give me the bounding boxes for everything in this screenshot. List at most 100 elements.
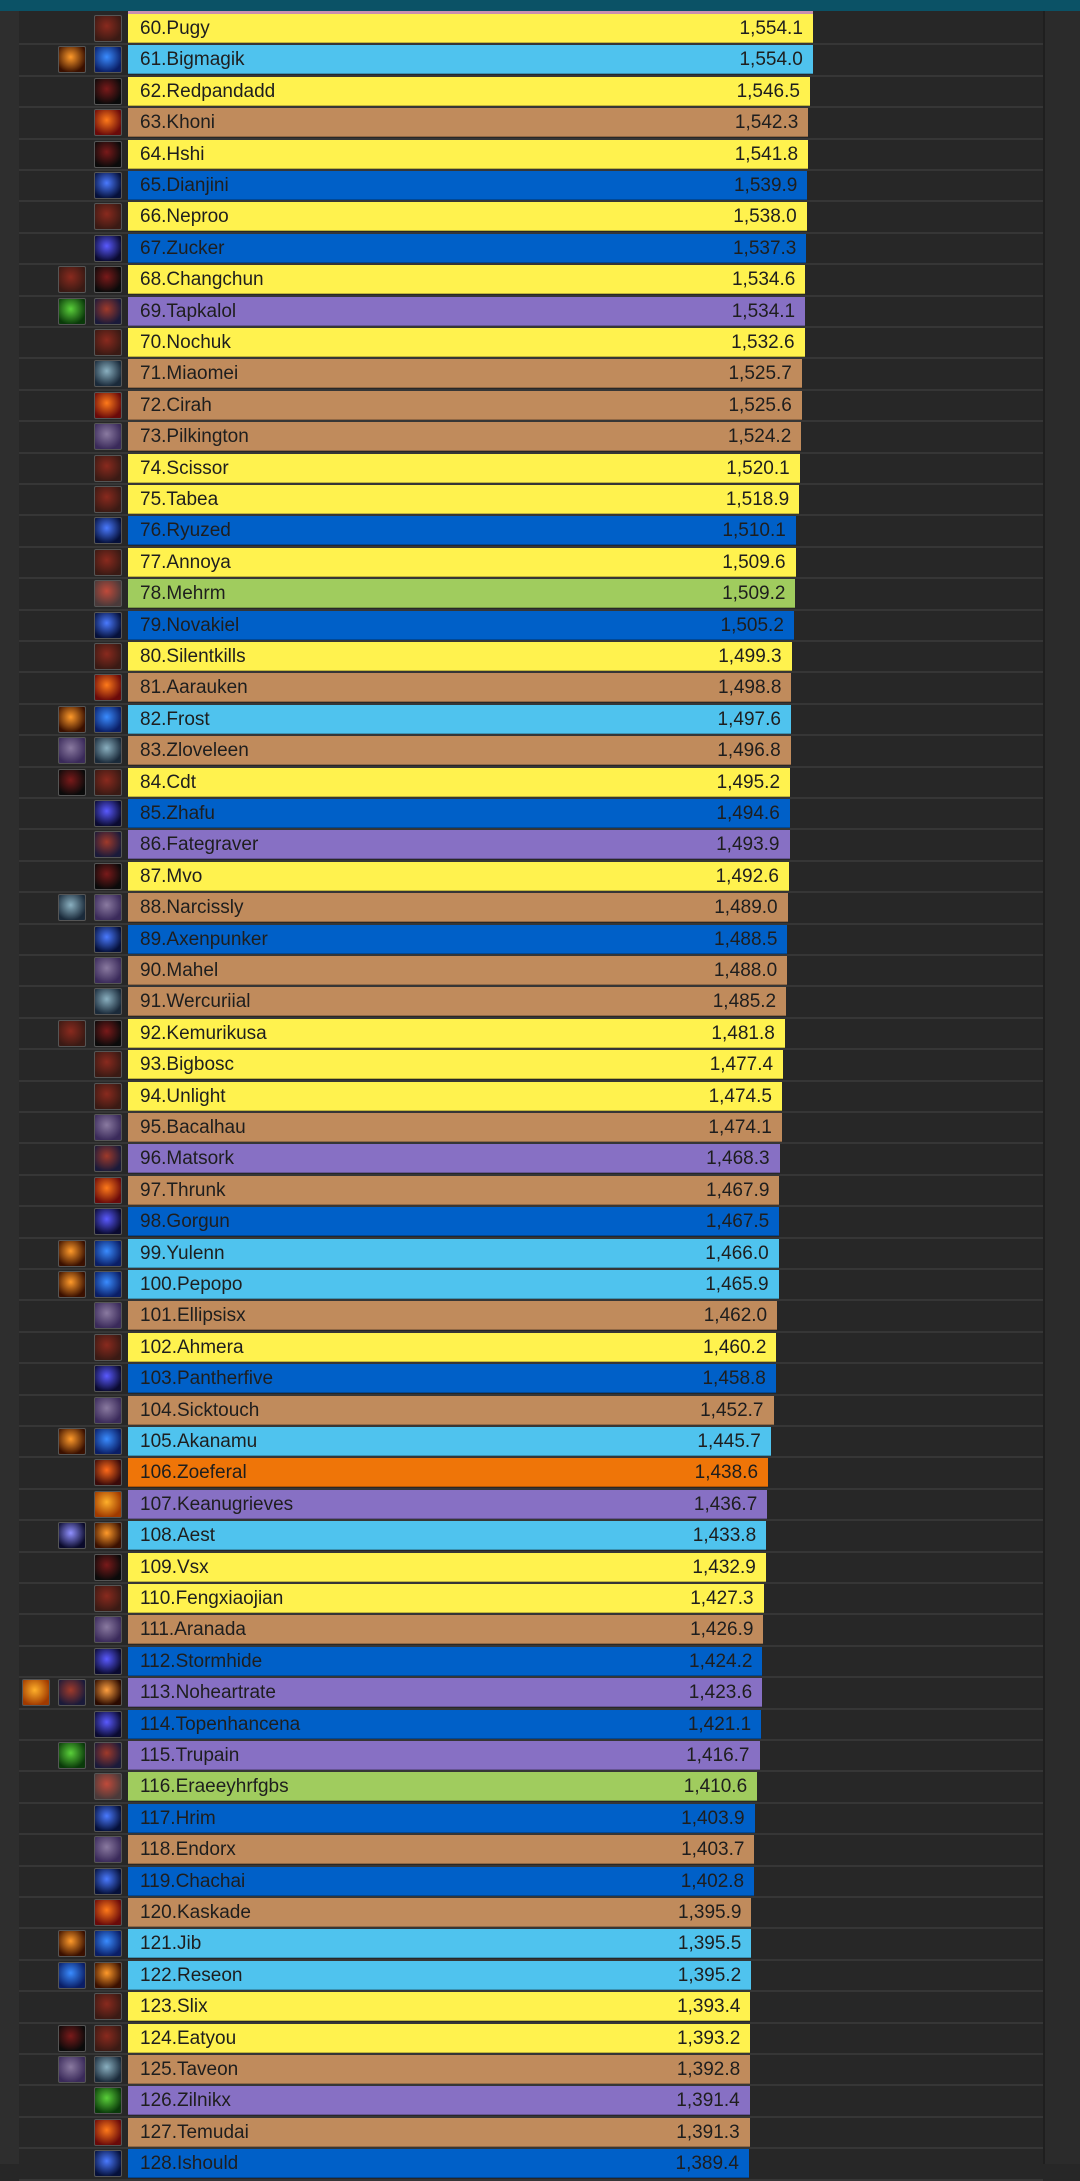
list-item[interactable]: 78.Mehrm 1,509.2 bbox=[19, 579, 1043, 611]
list-item[interactable]: 121.Jib 1,395.5 bbox=[19, 1929, 1043, 1961]
lightning-icon bbox=[94, 172, 122, 199]
list-item[interactable]: 65.Dianjini 1,539.9 bbox=[19, 171, 1043, 203]
mace-icon bbox=[94, 894, 122, 922]
list-item[interactable]: 108.Aest 1,433.8 bbox=[19, 1521, 1043, 1553]
list-item[interactable]: 89.Axenpunker 1,488.5 bbox=[19, 924, 1043, 956]
list-item[interactable]: 115.Trupain 1,416.7 bbox=[19, 1741, 1043, 1773]
player-name: 110.Fengxiaojian bbox=[140, 1588, 284, 1609]
list-item[interactable]: 105.Akanamu 1,445.7 bbox=[19, 1427, 1043, 1459]
list-item[interactable]: 75.Tabea 1,518.9 bbox=[19, 485, 1043, 517]
list-item[interactable]: 110.Fengxiaojian 1,427.3 bbox=[19, 1584, 1043, 1616]
list-item[interactable]: 119.Chachai 1,402.8 bbox=[19, 1866, 1043, 1898]
list-item[interactable]: 91.Wercuriial 1,485.2 bbox=[19, 987, 1043, 1019]
list-item[interactable]: 122.Reseon 1,395.2 bbox=[19, 1960, 1043, 1993]
list-item[interactable]: 104.Sicktouch 1,452.7 bbox=[19, 1395, 1043, 1427]
player-score: 1,489.0 bbox=[714, 897, 778, 919]
blade-icon bbox=[94, 140, 122, 168]
list-item[interactable]: 77.Annoya 1,509.6 bbox=[19, 547, 1043, 580]
list-item[interactable]: 94.Unlight 1,474.5 bbox=[19, 1081, 1043, 1113]
list-item[interactable]: 107.Keanugrieves 1,436.7 bbox=[19, 1489, 1043, 1522]
score-bar: 75.Tabea 1,518.9 bbox=[128, 485, 800, 514]
list-item[interactable]: 125.Taveon 1,392.8 bbox=[19, 2055, 1043, 2087]
score-bar: 85.Zhafu 1,494.6 bbox=[128, 799, 790, 828]
list-item[interactable]: 126.Zilnikx 1,391.4 bbox=[19, 2086, 1043, 2118]
list-item[interactable]: 63.Khoni 1,542.3 bbox=[19, 108, 1043, 140]
score-bar: 115.Trupain 1,416.7 bbox=[128, 1741, 760, 1770]
scrollbar-track[interactable] bbox=[1043, 11, 1080, 2164]
list-item[interactable]: 114.Topenhancena 1,421.1 bbox=[19, 1709, 1043, 1741]
list-item[interactable]: 95.Bacalhau 1,474.1 bbox=[19, 1113, 1043, 1145]
list-item[interactable]: 88.Narcissly 1,489.0 bbox=[19, 893, 1043, 925]
rogue-face-icon bbox=[58, 1019, 86, 1047]
frost-spear-icon bbox=[58, 1522, 86, 1550]
list-item[interactable]: 79.Novakiel 1,505.2 bbox=[19, 610, 1043, 642]
list-item[interactable]: 102.Ahmera 1,460.2 bbox=[19, 1332, 1043, 1365]
list-item[interactable]: 80.Silentkills 1,499.3 bbox=[19, 642, 1043, 674]
player-name: 109.Vsx bbox=[140, 1556, 209, 1578]
list-item[interactable]: 106.Zoeferal 1,438.6 bbox=[19, 1458, 1043, 1490]
list-item[interactable]: 92.Kemurikusa 1,481.8 bbox=[19, 1018, 1043, 1051]
frost-icon bbox=[94, 46, 122, 74]
list-item[interactable]: 71.Miaomei 1,525.7 bbox=[19, 359, 1043, 391]
list-item[interactable]: 113.Noheartrate 1,423.6 bbox=[19, 1678, 1043, 1710]
list-item[interactable]: 81.Aarauken 1,498.8 bbox=[19, 673, 1043, 705]
list-item[interactable]: 68.Changchun 1,534.6 bbox=[19, 265, 1043, 297]
list-item[interactable]: 83.Zloveleen 1,496.8 bbox=[19, 736, 1043, 768]
list-item[interactable]: 93.Bigbosc 1,477.4 bbox=[19, 1050, 1043, 1082]
list-item[interactable]: 123.Slix 1,393.4 bbox=[19, 1992, 1043, 2024]
list-item[interactable]: 86.Fategraver 1,493.9 bbox=[19, 830, 1043, 862]
score-bar: 62.Redpandadd 1,546.5 bbox=[128, 76, 810, 106]
list-item[interactable]: 116.Eraeeyhrfgbs 1,410.6 bbox=[19, 1772, 1043, 1804]
list-item[interactable]: 76.Ryuzed 1,510.1 bbox=[19, 516, 1043, 548]
player-score: 1,467.9 bbox=[706, 1179, 770, 1201]
player-name: 76.Ryuzed bbox=[140, 520, 231, 542]
list-item[interactable]: 100.Pepopo 1,465.9 bbox=[19, 1270, 1043, 1302]
player-name: 95.Bacalhau bbox=[140, 1117, 246, 1138]
list-item[interactable]: 82.Frost 1,497.6 bbox=[19, 704, 1043, 737]
list-item[interactable]: 67.Zucker 1,537.3 bbox=[19, 233, 1043, 266]
list-item[interactable]: 128.Ishould 1,389.4 bbox=[19, 2149, 1043, 2181]
list-item[interactable]: 84.Cdt 1,495.2 bbox=[19, 767, 1043, 799]
list-item[interactable]: 61.Bigmagik 1,554.0 bbox=[19, 45, 1043, 77]
score-bar: 107.Keanugrieves 1,436.7 bbox=[128, 1489, 768, 1519]
list-item[interactable]: 64.Hshi 1,541.8 bbox=[19, 139, 1043, 171]
rogue-face-icon bbox=[94, 1082, 122, 1110]
player-score: 1,509.2 bbox=[722, 583, 786, 605]
list-item[interactable]: 112.Stormhide 1,424.2 bbox=[19, 1646, 1043, 1679]
list-item[interactable]: 111.Aranada 1,426.9 bbox=[19, 1615, 1043, 1647]
list-item[interactable]: 87.Mvo 1,492.6 bbox=[19, 861, 1043, 894]
list-item[interactable]: 74.Scissor 1,520.1 bbox=[19, 453, 1043, 485]
list-item[interactable]: 72.Cirah 1,525.6 bbox=[19, 390, 1043, 423]
list-item[interactable]: 120.Kaskade 1,395.9 bbox=[19, 1898, 1043, 1930]
player-name: 67.Zucker bbox=[140, 237, 225, 259]
list-item[interactable]: 118.Endorx 1,403.7 bbox=[19, 1835, 1043, 1867]
list-item[interactable]: 60.Pugy 1,554.1 bbox=[19, 14, 1043, 46]
list-item[interactable]: 103.Pantherfive 1,458.8 bbox=[19, 1364, 1043, 1396]
list-item[interactable]: 69.Tapkalol 1,534.1 bbox=[19, 296, 1043, 328]
player-name: 104.Sicktouch bbox=[140, 1399, 260, 1421]
list-item[interactable]: 109.Vsx 1,432.9 bbox=[19, 1552, 1043, 1584]
list-item[interactable]: 97.Thrunk 1,467.9 bbox=[19, 1175, 1043, 1208]
player-name: 105.Akanamu bbox=[140, 1431, 258, 1452]
list-item[interactable]: 85.Zhafu 1,494.6 bbox=[19, 799, 1043, 831]
shield-icon bbox=[94, 1710, 122, 1738]
mace-icon bbox=[94, 1396, 122, 1424]
player-score: 1,541.8 bbox=[734, 143, 799, 165]
list-item[interactable]: 90.Mahel 1,488.0 bbox=[19, 956, 1043, 988]
list-item[interactable]: 73.Pilkington 1,524.2 bbox=[19, 422, 1043, 454]
player-score: 1,546.5 bbox=[736, 80, 800, 102]
player-score: 1,534.6 bbox=[731, 269, 796, 291]
player-score: 1,391.3 bbox=[676, 2121, 740, 2143]
list-item[interactable]: 66.Neproo 1,538.0 bbox=[19, 202, 1043, 234]
list-item[interactable]: 124.Eatyou 1,393.2 bbox=[19, 2023, 1043, 2055]
list-item[interactable]: 70.Nochuk 1,532.6 bbox=[19, 328, 1043, 360]
list-item[interactable]: 127.Temudai 1,391.3 bbox=[19, 2117, 1043, 2150]
list-item[interactable]: 101.Ellipsisx 1,462.0 bbox=[19, 1301, 1043, 1333]
list-item[interactable]: 98.Gorgun 1,467.5 bbox=[19, 1207, 1043, 1239]
list-item[interactable]: 96.Matsork 1,468.3 bbox=[19, 1144, 1043, 1176]
list-item[interactable]: 62.Redpandadd 1,546.5 bbox=[19, 76, 1043, 109]
list-item[interactable]: 99.Yulenn 1,466.0 bbox=[19, 1238, 1043, 1270]
list-item[interactable]: 117.Hrim 1,403.9 bbox=[19, 1803, 1043, 1836]
player-name: 107.Keanugrieves bbox=[140, 1493, 294, 1515]
player-score: 1,436.7 bbox=[693, 1493, 758, 1515]
